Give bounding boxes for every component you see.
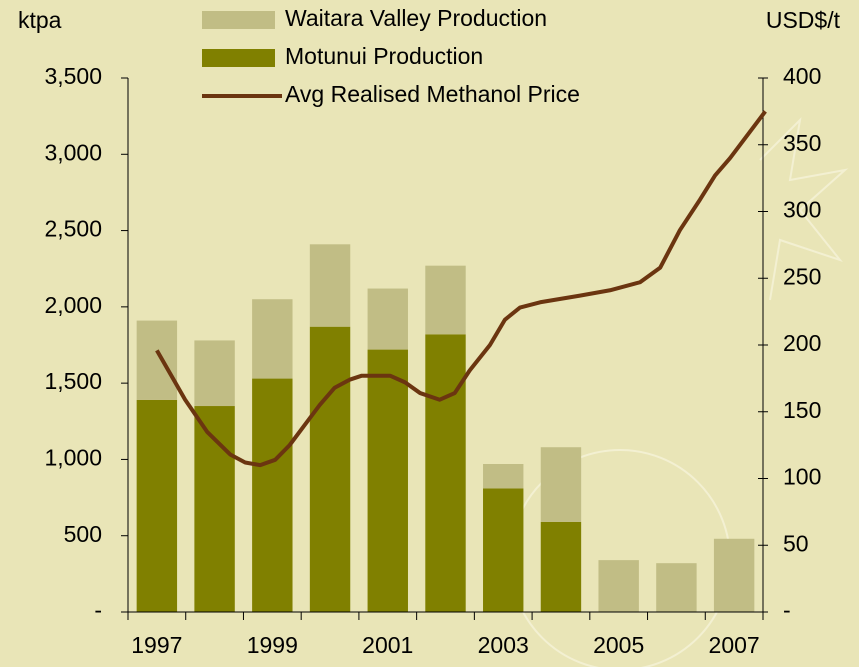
y-tick-label: - — [94, 597, 102, 623]
bar — [309, 326, 351, 612]
y-tick-label: 2,000 — [44, 292, 102, 318]
x-tick-label: 1999 — [247, 632, 298, 658]
bar — [425, 265, 466, 335]
y2-tick-label: 300 — [783, 197, 821, 223]
y2-tick-label: 200 — [783, 330, 821, 356]
bar — [656, 563, 697, 612]
y2-axis-label: USD$/t — [766, 7, 841, 33]
bar — [367, 349, 408, 612]
x-tick-label: 2001 — [362, 632, 413, 658]
bar — [309, 244, 351, 327]
bar — [252, 378, 293, 612]
y2-tick-label: 250 — [783, 263, 821, 289]
legend-swatch — [202, 49, 275, 67]
legend-label: Waitara Valley Production — [285, 5, 547, 31]
bar — [425, 334, 466, 612]
y2-tick-label: 150 — [783, 397, 821, 423]
bar — [367, 288, 408, 350]
bar — [713, 538, 755, 612]
x-tick-label: 1997 — [131, 632, 182, 658]
y-tick-label: 3,500 — [44, 63, 102, 89]
bar — [136, 399, 178, 612]
bar — [252, 299, 293, 379]
price-line — [155, 110, 767, 468]
y2-tick-label: 400 — [783, 63, 821, 89]
legend-label: Motunui Production — [285, 43, 483, 69]
y-tick-label: 1,500 — [44, 368, 102, 394]
legend-swatch — [202, 11, 275, 29]
y2-tick-label: 100 — [783, 464, 821, 490]
bar — [483, 488, 524, 612]
bar — [136, 320, 178, 400]
x-tick-label: 2005 — [593, 632, 644, 658]
bar — [540, 447, 582, 522]
y2-tick-label: 350 — [783, 130, 821, 156]
y-tick-label: 2,500 — [44, 216, 102, 242]
y2-tick-label: 50 — [783, 530, 809, 556]
bar — [540, 521, 582, 612]
x-tick-label: 2007 — [709, 632, 760, 658]
y2-tick-label: - — [783, 597, 791, 623]
y-tick-label: 500 — [64, 521, 102, 547]
x-tick-label: 2003 — [478, 632, 529, 658]
bar — [194, 340, 235, 407]
y-tick-label: 1,000 — [44, 445, 102, 471]
y-tick-label: 3,000 — [44, 139, 102, 165]
bar — [598, 560, 639, 612]
y-axis-label: ktpa — [18, 7, 62, 33]
legend-label: Avg Realised Methanol Price — [285, 81, 580, 107]
bar — [483, 464, 524, 489]
